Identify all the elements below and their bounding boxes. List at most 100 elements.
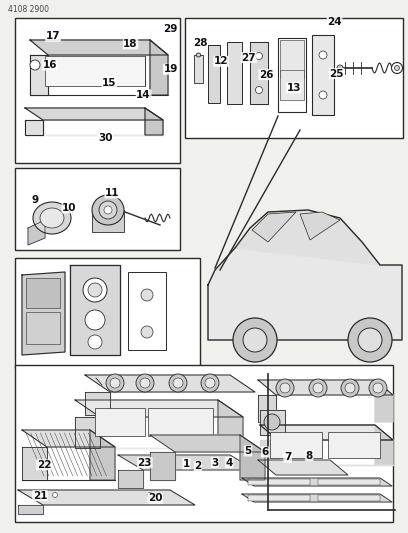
Circle shape	[309, 379, 327, 397]
Bar	[15, 168, 180, 250]
Polygon shape	[242, 478, 392, 486]
Circle shape	[106, 374, 124, 392]
Polygon shape	[118, 455, 255, 470]
Bar	[26, 278, 60, 308]
Polygon shape	[208, 238, 402, 340]
Polygon shape	[22, 272, 65, 355]
Circle shape	[53, 492, 58, 497]
Circle shape	[233, 318, 277, 362]
Circle shape	[337, 65, 343, 71]
Circle shape	[345, 383, 355, 393]
Text: 7: 7	[284, 453, 291, 462]
Circle shape	[313, 383, 323, 393]
Polygon shape	[28, 220, 45, 245]
Polygon shape	[25, 120, 43, 135]
Polygon shape	[250, 42, 268, 104]
Text: 2: 2	[194, 462, 202, 471]
Text: 8: 8	[306, 451, 313, 461]
Polygon shape	[258, 380, 393, 395]
Polygon shape	[258, 395, 276, 422]
Text: 17: 17	[46, 31, 60, 41]
Text: 12: 12	[214, 56, 228, 66]
Bar	[318, 479, 380, 485]
Polygon shape	[375, 380, 393, 422]
Circle shape	[169, 374, 187, 392]
Polygon shape	[150, 40, 168, 95]
Bar	[248, 495, 310, 501]
Polygon shape	[260, 410, 285, 435]
Bar	[328, 432, 380, 458]
Polygon shape	[145, 108, 163, 135]
Bar	[227, 42, 242, 104]
Text: 1: 1	[183, 459, 190, 469]
Text: 4108 2900: 4108 2900	[8, 5, 49, 14]
Circle shape	[264, 414, 280, 430]
Ellipse shape	[104, 206, 112, 214]
Text: 19: 19	[163, 64, 178, 74]
Text: 26: 26	[259, 70, 273, 79]
Circle shape	[280, 383, 290, 393]
Polygon shape	[25, 108, 163, 120]
Polygon shape	[85, 375, 255, 392]
Text: 10: 10	[62, 203, 77, 213]
Polygon shape	[252, 212, 296, 242]
Polygon shape	[70, 265, 120, 355]
Bar	[185, 18, 403, 138]
Text: 23: 23	[137, 458, 152, 467]
Circle shape	[205, 378, 215, 388]
Bar	[248, 479, 310, 485]
Polygon shape	[18, 505, 43, 514]
Text: 25: 25	[329, 69, 344, 78]
Polygon shape	[260, 440, 278, 465]
Bar	[45, 56, 145, 86]
Text: 4: 4	[226, 458, 233, 467]
Text: 6: 6	[262, 447, 269, 457]
Polygon shape	[150, 435, 265, 452]
Text: 14: 14	[136, 90, 151, 100]
Circle shape	[83, 278, 107, 302]
Polygon shape	[260, 425, 393, 440]
Polygon shape	[85, 392, 110, 415]
Circle shape	[136, 374, 154, 392]
Bar	[280, 40, 304, 78]
Text: 28: 28	[193, 38, 207, 47]
Polygon shape	[75, 417, 100, 448]
Circle shape	[148, 492, 153, 497]
Polygon shape	[30, 40, 168, 55]
Bar	[15, 258, 200, 368]
Text: 16: 16	[42, 60, 57, 70]
Ellipse shape	[196, 53, 201, 57]
Circle shape	[319, 91, 327, 99]
Bar	[92, 210, 124, 232]
Polygon shape	[218, 400, 243, 448]
Polygon shape	[240, 435, 265, 480]
Polygon shape	[30, 55, 48, 95]
Polygon shape	[118, 470, 143, 488]
Bar	[95, 408, 145, 436]
Bar	[280, 70, 304, 100]
Text: 21: 21	[33, 491, 47, 500]
Text: 29: 29	[163, 25, 178, 34]
Text: 22: 22	[37, 460, 51, 470]
Circle shape	[85, 310, 105, 330]
Bar	[270, 432, 322, 458]
Text: 20: 20	[148, 494, 162, 503]
Bar	[26, 312, 60, 344]
Circle shape	[395, 66, 399, 70]
Polygon shape	[375, 425, 393, 465]
Text: 9: 9	[31, 195, 38, 205]
Circle shape	[369, 379, 387, 397]
Circle shape	[276, 379, 294, 397]
Text: 24: 24	[327, 18, 342, 27]
Text: 13: 13	[286, 83, 301, 93]
Circle shape	[141, 326, 153, 338]
Bar	[208, 45, 220, 103]
Circle shape	[243, 328, 267, 352]
Polygon shape	[300, 212, 340, 240]
Text: 15: 15	[102, 78, 117, 87]
Text: 3: 3	[211, 458, 219, 467]
Polygon shape	[22, 447, 47, 480]
Bar	[312, 35, 334, 115]
Ellipse shape	[99, 201, 117, 219]
Circle shape	[392, 62, 403, 74]
